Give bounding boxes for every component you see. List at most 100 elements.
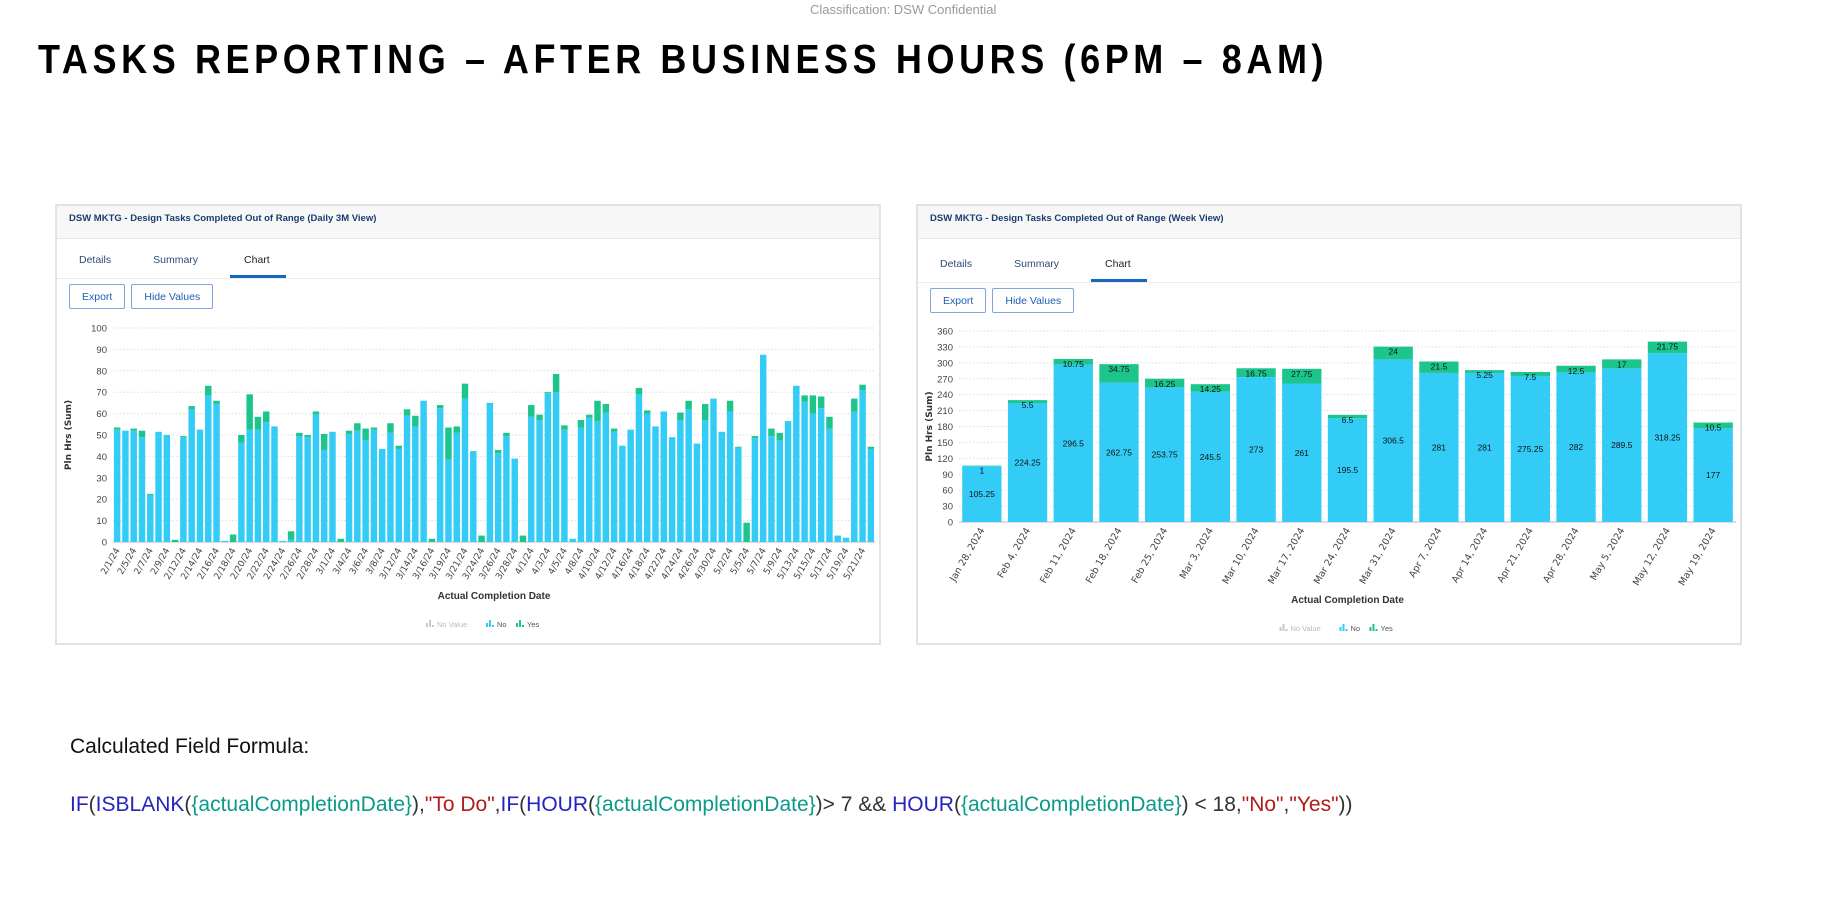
x-tick-label: May 12, 2024 (1631, 526, 1673, 588)
bar-yes (743, 522, 750, 542)
x-tick-label: Feb 25, 2024 (1130, 526, 1171, 585)
bar-yes (1190, 384, 1231, 392)
formula-token: , (1283, 793, 1290, 816)
value-label-no: 224.25 (1015, 458, 1041, 468)
formula-token: "Yes" (1289, 793, 1339, 816)
bar-no (312, 414, 320, 542)
formula-token: ) < 18, (1181, 793, 1242, 816)
value-label-yes: 34.75 (1108, 364, 1130, 374)
bar-yes (312, 411, 320, 415)
export-button[interactable]: Export (69, 284, 126, 309)
bar-yes (453, 426, 460, 433)
value-label-yes: 14.25 (1200, 384, 1222, 394)
bar-yes (594, 400, 601, 422)
classification-label: Classification: DSW Confidential (810, 2, 997, 17)
bar-no (561, 429, 568, 542)
bar-yes (445, 427, 452, 460)
value-label-no: 275.25 (1517, 444, 1543, 454)
bar-no (776, 440, 783, 542)
bar-no (701, 420, 709, 542)
x-tick-label: Apr 21, 2024 (1496, 526, 1536, 585)
bar-no (395, 448, 402, 542)
tab-chart[interactable]: Chart (230, 246, 286, 278)
weekly-chart-panel: DSW MKTG - Design Tasks Completed Out of… (916, 204, 1742, 645)
bar-no (221, 540, 229, 542)
bar-no (1419, 372, 1459, 522)
value-label-no: 282 (1569, 442, 1583, 452)
legend-bar-icon (489, 620, 491, 627)
y-tick-label: 80 (96, 366, 107, 377)
value-label-no: 177 (1706, 470, 1720, 480)
legend-item-yes[interactable]: Yes (516, 620, 539, 629)
bar-no (238, 442, 245, 542)
bar-yes (503, 432, 510, 437)
bar-no (453, 432, 460, 542)
bar-no (536, 420, 543, 542)
bar-yes (701, 403, 709, 421)
legend-bar-icon (1372, 624, 1375, 631)
bar-no (768, 436, 775, 542)
weekly-bar-chart: 0 30 60 90 120 150 180 210 240 270 300 330 360 Pln Hr… (925, 327, 1736, 633)
legend-bar-icon (1282, 624, 1285, 631)
y-tick-label: 90 (942, 470, 953, 481)
y-tick-label: 90 (96, 345, 107, 356)
bar-no (354, 430, 361, 542)
bar-no (370, 429, 378, 542)
y-tick-label: 0 (948, 518, 953, 529)
legend-bar-icon (426, 623, 428, 627)
bar-no (751, 438, 759, 542)
bar-yes (1145, 378, 1185, 388)
hide-values-button[interactable]: Hide Values (131, 284, 214, 309)
x-tick-label: Feb 11, 2024 (1038, 526, 1079, 585)
tab-bar: Details Summary Chart (69, 246, 304, 278)
x-tick-label: Apr 7, 2024 (1407, 526, 1444, 580)
x-tick-label: Apr 14, 2024 (1450, 526, 1490, 585)
tab-details[interactable]: Details (940, 258, 973, 270)
bar-no (163, 435, 171, 542)
hide-values-button[interactable]: Hide Values (992, 288, 1075, 313)
legend-bar-icon (1369, 627, 1372, 631)
export-button[interactable]: Export (930, 288, 987, 313)
bar-no (180, 437, 187, 542)
legend-item-no[interactable]: No (1339, 624, 1361, 633)
bar-yes (345, 430, 353, 434)
legend-item-no-value[interactable]: No Value (426, 620, 467, 629)
bar-no (403, 415, 411, 542)
tab-summary[interactable]: Summary (1014, 258, 1060, 270)
bar-yes (1373, 346, 1413, 360)
bar-yes (519, 535, 527, 542)
legend-item-no-value[interactable]: No Value (1279, 624, 1321, 633)
bar-no (1693, 428, 1733, 522)
legend-item-yes[interactable]: Yes (1369, 624, 1393, 633)
formula-token: ( (953, 793, 961, 816)
bar-yes (561, 425, 568, 430)
y-tick-label: 60 (942, 486, 953, 497)
formula-token: "No" (1241, 793, 1284, 816)
tab-summary[interactable]: Summary (153, 254, 199, 266)
bar-yes (1327, 414, 1368, 419)
bar-no (718, 431, 726, 542)
bar-yes (403, 409, 411, 416)
bar-yes (677, 412, 684, 421)
y-tick-label: 30 (942, 502, 953, 513)
bar-yes (801, 395, 808, 402)
bar-yes (387, 423, 394, 433)
panel-header (918, 206, 1740, 239)
bar-yes (436, 405, 444, 409)
bar-yes (1647, 341, 1688, 354)
bar-no (668, 437, 676, 542)
x-tick-label: May 5, 2024 (1588, 526, 1627, 583)
bar-no (784, 421, 792, 542)
bar-yes (1099, 364, 1139, 383)
bar-yes (337, 538, 345, 542)
x-tick-label: Mar 31, 2024 (1358, 526, 1399, 586)
bar-yes (1556, 365, 1596, 373)
bar-no (544, 393, 552, 542)
tab-details[interactable]: Details (79, 254, 112, 266)
bar-yes (113, 427, 121, 430)
bar-no (296, 436, 303, 542)
y-axis-title: Pln Hrs (Sum) (64, 400, 74, 470)
tab-chart[interactable]: Chart (1091, 250, 1147, 282)
legend-item-no[interactable]: No (486, 620, 507, 629)
bar-yes (254, 416, 262, 430)
